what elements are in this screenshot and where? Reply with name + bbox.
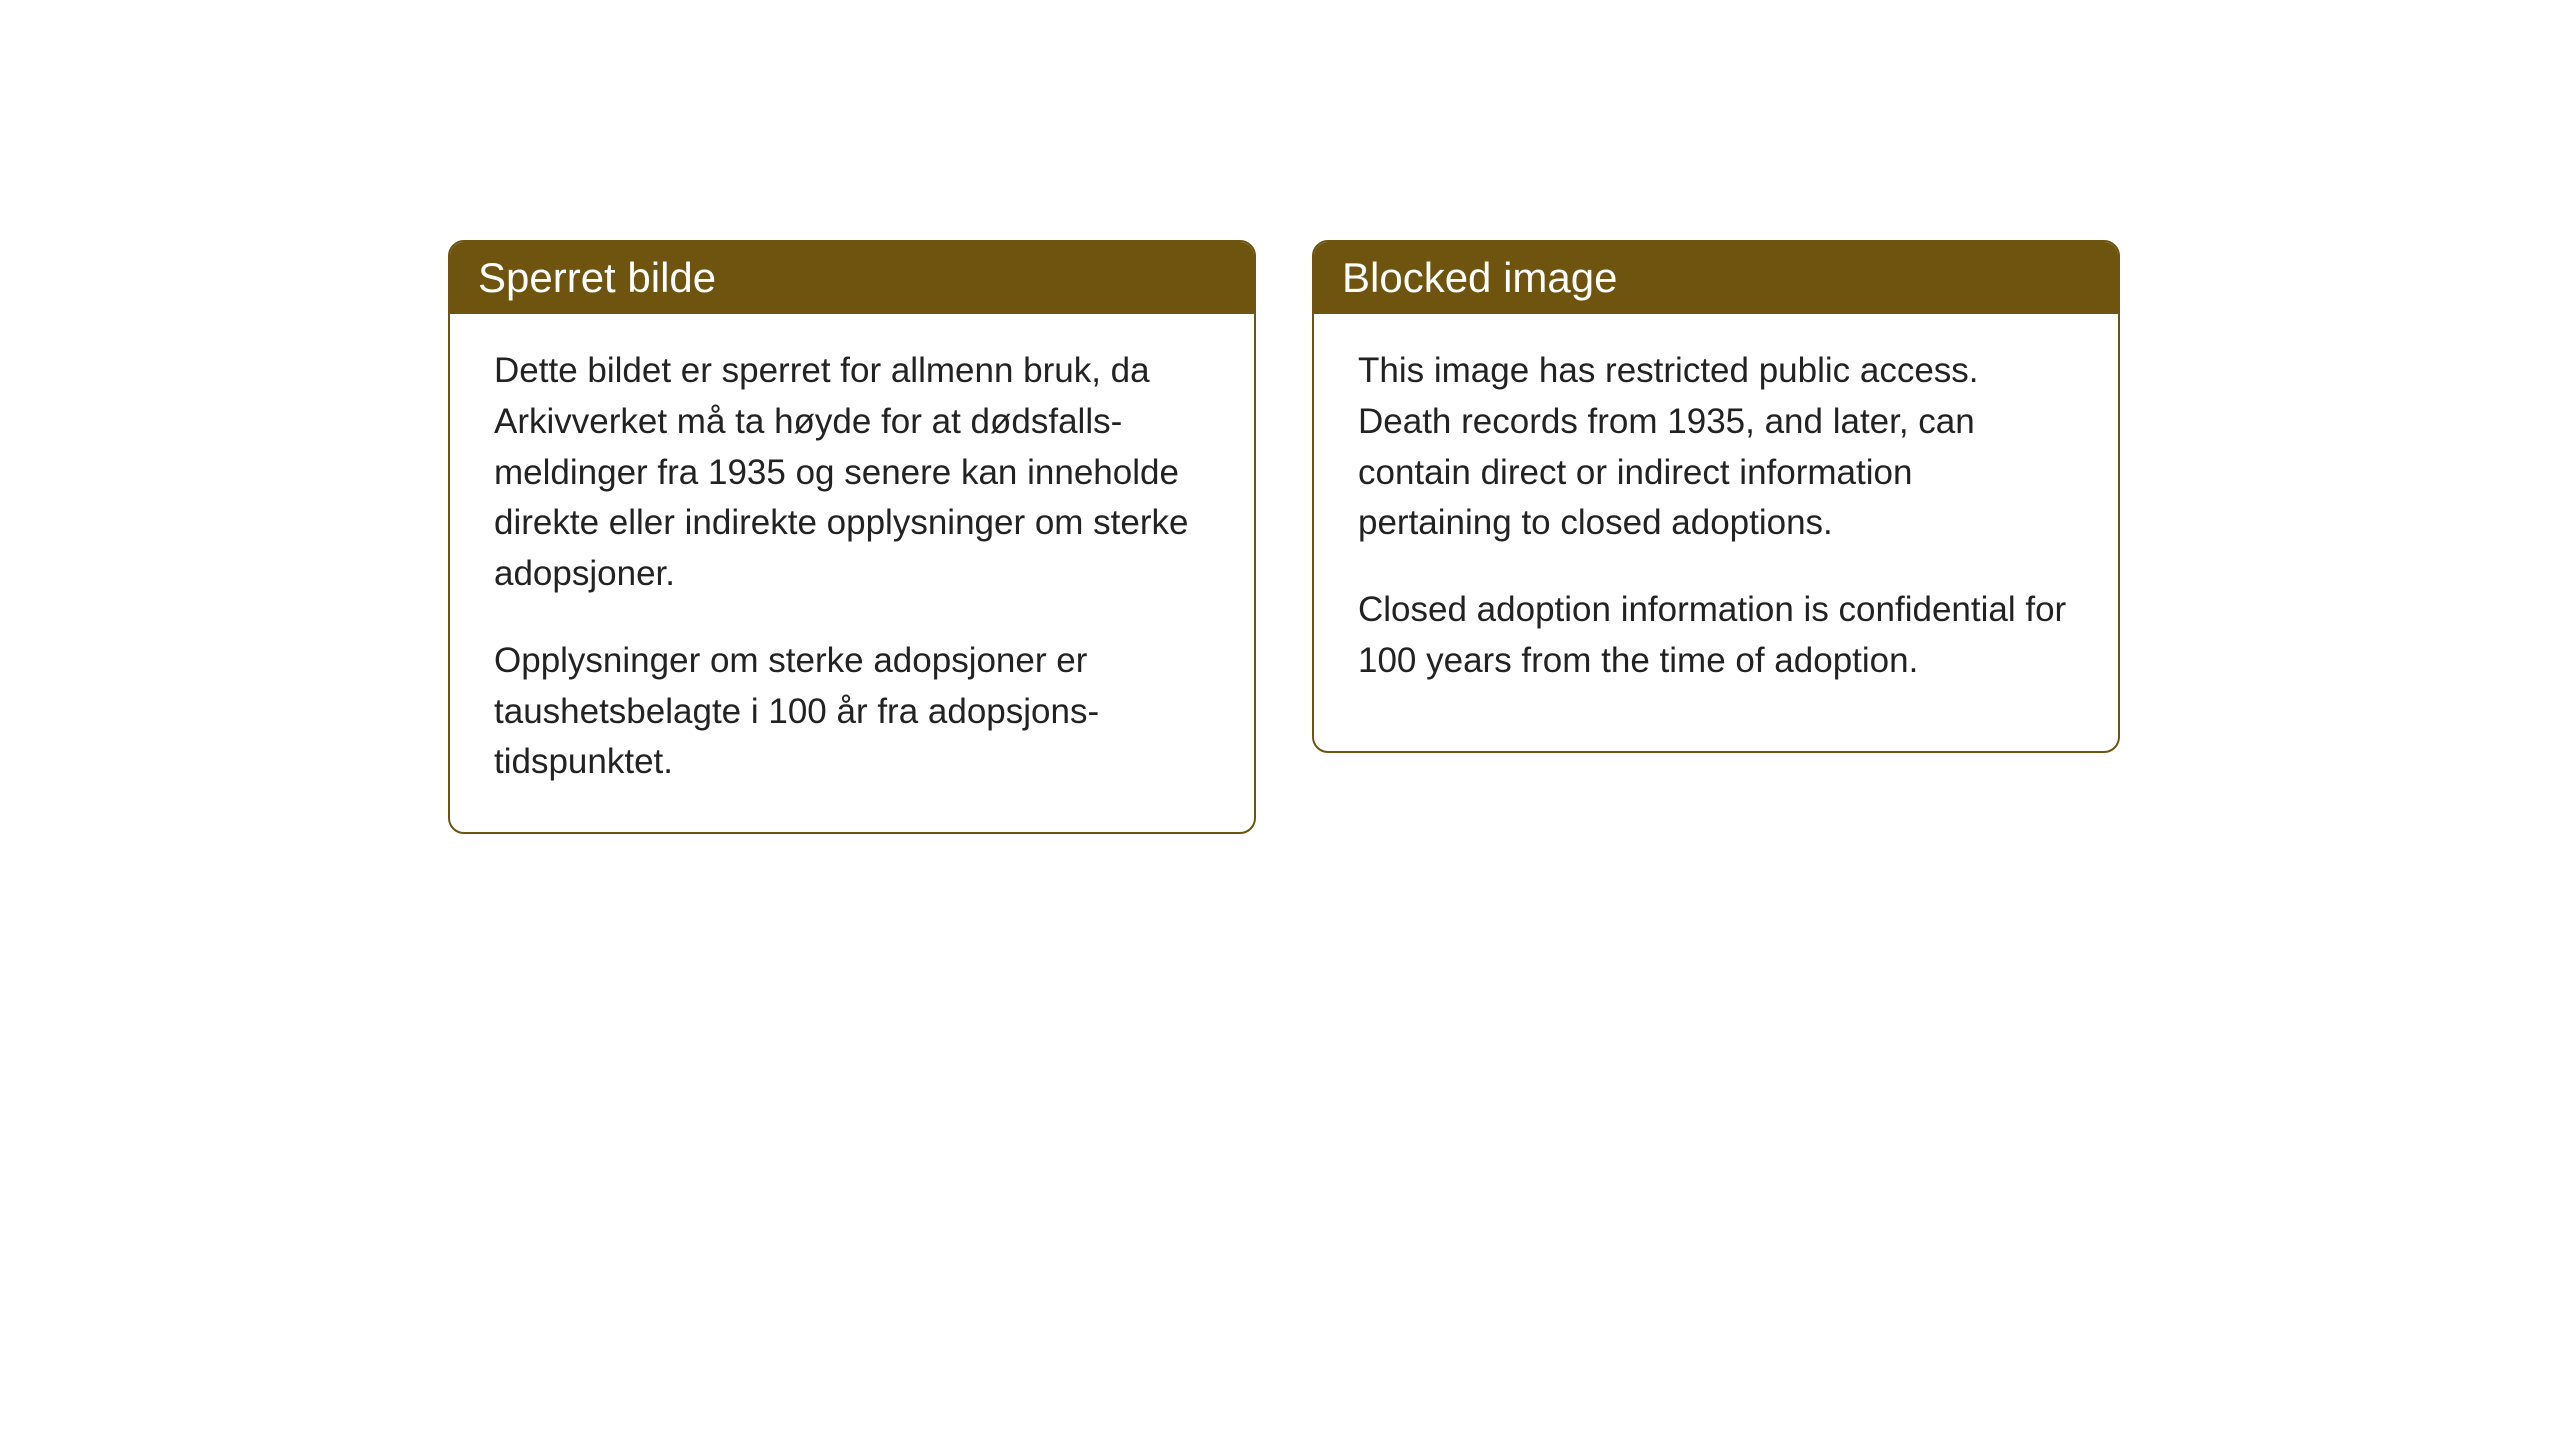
- notice-container: Sperret bilde Dette bildet er sperret fo…: [448, 240, 2120, 834]
- card-title-norwegian: Sperret bilde: [478, 254, 716, 301]
- card-body-norwegian: Dette bildet er sperret for allmenn bruk…: [450, 314, 1254, 832]
- card-para1-english: This image has restricted public access.…: [1358, 346, 2074, 549]
- card-title-english: Blocked image: [1342, 254, 1617, 301]
- notice-card-norwegian: Sperret bilde Dette bildet er sperret fo…: [448, 240, 1256, 834]
- notice-card-english: Blocked image This image has restricted …: [1312, 240, 2120, 753]
- card-para1-norwegian: Dette bildet er sperret for allmenn bruk…: [494, 346, 1210, 600]
- card-para2-norwegian: Opplysninger om sterke adopsjoner er tau…: [494, 636, 1210, 788]
- card-header-english: Blocked image: [1314, 242, 2118, 314]
- card-header-norwegian: Sperret bilde: [450, 242, 1254, 314]
- card-para2-english: Closed adoption information is confident…: [1358, 585, 2074, 687]
- card-body-english: This image has restricted public access.…: [1314, 314, 2118, 731]
